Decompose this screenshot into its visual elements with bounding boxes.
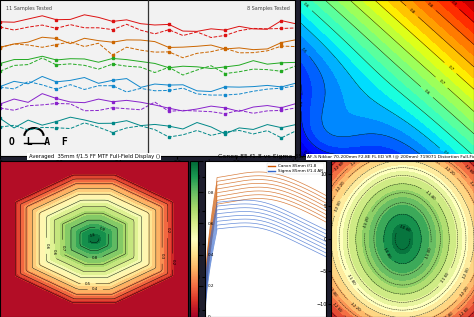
Text: -12.60: -12.60 xyxy=(459,306,471,317)
Text: -12.60: -12.60 xyxy=(463,164,474,176)
Text: -12.20: -12.20 xyxy=(443,165,456,176)
Text: 1.0: 1.0 xyxy=(90,232,96,238)
Text: -12.20: -12.20 xyxy=(350,301,362,313)
Text: 0.7: 0.7 xyxy=(447,64,454,72)
Text: 0.6: 0.6 xyxy=(302,2,310,9)
Text: 0.5: 0.5 xyxy=(442,150,449,157)
Title: Canon 85 f1.8 vs Sigma 85Ar1: Canon 85 f1.8 vs Sigma 85Ar1 xyxy=(218,154,313,159)
Text: 0.3: 0.3 xyxy=(160,253,164,259)
Text: -12.20: -12.20 xyxy=(335,180,346,193)
Text: 0.6: 0.6 xyxy=(52,249,56,255)
Text: 0.8: 0.8 xyxy=(426,1,433,9)
Text: 0.6: 0.6 xyxy=(45,243,48,249)
Text: -11.00: -11.00 xyxy=(425,247,433,260)
Text: 0.7: 0.7 xyxy=(60,245,64,251)
Text: -12.60: -12.60 xyxy=(334,161,346,172)
Text: -11.60: -11.60 xyxy=(441,271,451,284)
Text: 0.5: 0.5 xyxy=(85,282,91,286)
Text: -11.40: -11.40 xyxy=(425,190,437,201)
Text: 0.4: 0.4 xyxy=(92,287,99,291)
Text: 0.6: 0.6 xyxy=(423,88,430,95)
Text: -11.80: -11.80 xyxy=(346,273,356,286)
Text: -11.20: -11.20 xyxy=(364,216,371,229)
Text: 0.7: 0.7 xyxy=(438,79,445,86)
Text: -12.40: -12.40 xyxy=(468,180,474,193)
Text: 0.8: 0.8 xyxy=(409,8,416,15)
Text: 8 Samples Tested: 8 Samples Tested xyxy=(246,6,290,11)
Text: 0.4: 0.4 xyxy=(302,150,309,157)
Text: -12.40: -12.40 xyxy=(442,311,455,317)
Text: -12.40: -12.40 xyxy=(350,156,363,167)
Text: -10.60: -10.60 xyxy=(399,224,412,233)
Text: -12.40: -12.40 xyxy=(327,285,337,298)
Text: -12.60: -12.60 xyxy=(331,302,342,314)
Text: 11 Samples Tested: 11 Samples Tested xyxy=(6,6,52,11)
Text: -12.00: -12.00 xyxy=(334,199,343,212)
Title: Averaged  35mm f/1.5 FF MTF Full-Field Display (): Averaged 35mm f/1.5 FF MTF Full-Field Di… xyxy=(28,154,160,159)
Text: 0.2: 0.2 xyxy=(171,259,174,265)
Text: 0.9: 0.9 xyxy=(450,0,457,7)
Text: -10.80: -10.80 xyxy=(383,246,392,259)
Text: 0.4: 0.4 xyxy=(300,100,304,107)
Text: 0.5: 0.5 xyxy=(301,47,308,54)
Text: O  L  A  F: O L A F xyxy=(9,137,68,147)
Text: -12.20: -12.20 xyxy=(459,285,470,298)
Text: 0.8: 0.8 xyxy=(92,256,99,260)
Legend: Canon 85mm f/1.8, Sigma 85mm f/1.4 AR: Canon 85mm f/1.8, Sigma 85mm f/1.4 AR xyxy=(267,163,324,174)
Text: 0.2: 0.2 xyxy=(166,227,170,233)
Text: 0.9: 0.9 xyxy=(99,226,106,233)
Text: -12.00: -12.00 xyxy=(462,266,471,279)
Title: AF-S Nikkor 70-200mm F2.8E FL ED VR (@ 200mm) 719071 Distortion Full-Field Displ: AF-S Nikkor 70-200mm F2.8E FL ED VR (@ 2… xyxy=(308,155,474,159)
